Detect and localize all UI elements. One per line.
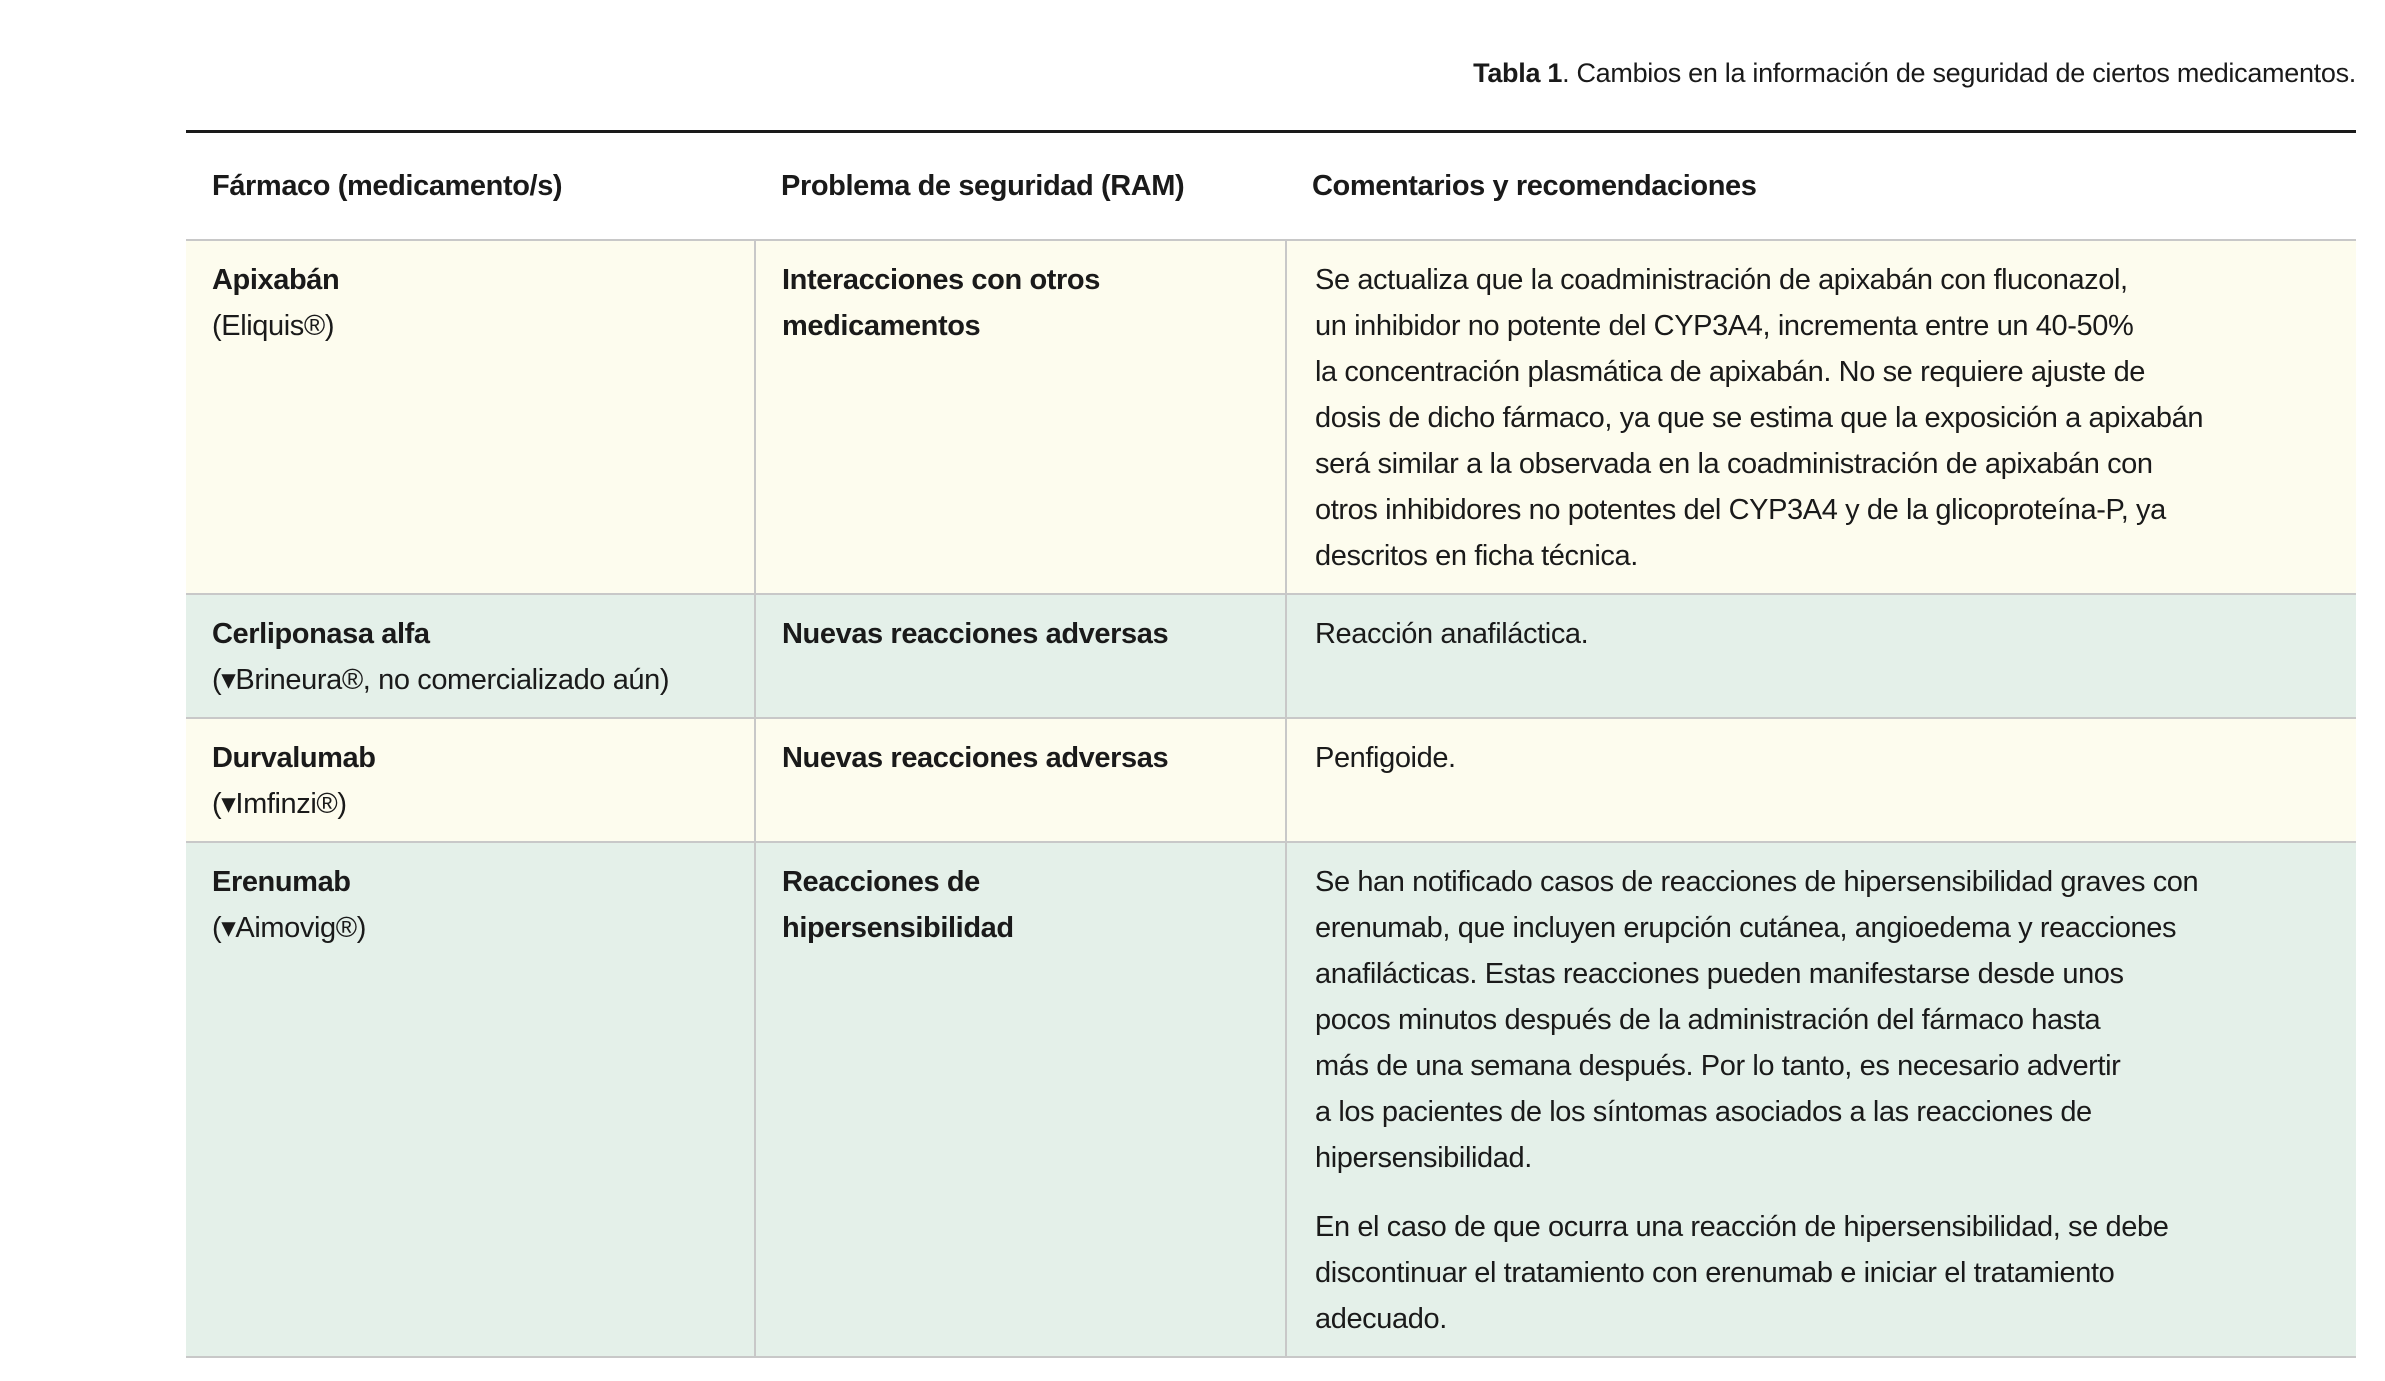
comment-line: En el caso de que ocurra una reacción de… [1315,1211,2169,1243]
drug-brand: (▾Imfinzi®) [212,788,347,820]
problem-line: Nuevas reacciones adversas [782,742,1169,774]
problem-cell: Reacciones de hipersensibilidad [754,842,1286,1358]
comment-paragraph: En el caso de que ocurra una reacción de… [1315,1204,2336,1342]
safety-table: Fármaco (medicamento/s) Problema de segu… [186,133,2356,1358]
problem-cell: Nuevas reacciones adversas [754,718,1286,843]
comment-line: adecuado. [1315,1303,1447,1335]
comment-line: otros inhibidores no potentes del CYP3A4… [1315,494,2166,526]
table-caption: Tabla 1. Cambios en la información de se… [1473,58,2356,89]
problem-cell: Nuevas reacciones adversas [754,594,1286,719]
comment-paragraph: Reacción anafiláctica. [1315,611,2336,657]
problem-line: medicamentos [782,310,981,342]
drug-cell: Cerliponasa alfa (▾Brineura®, no comercia… [186,594,755,719]
drug-cell: Apixabán (Eliquis®) [186,240,755,595]
comment-line: la concentración plasmática de apixabán.… [1315,356,2146,388]
comments-cell: Penfigoide. [1285,718,2356,843]
header-row: Fármaco (medicamento/s) Problema de segu… [186,133,2356,241]
comment-line: Se han notificado casos de reacciones de… [1315,866,2199,898]
comment-line: Reacción anafiláctica. [1315,618,1589,650]
comment-line: a los pacientes de los síntomas asociado… [1315,1096,2092,1128]
problem-line: Nuevas reacciones adversas [782,618,1169,650]
comment-line: un inhibidor no potente del CYP3A4, incr… [1315,310,2134,342]
comment-line: más de una semana después. Por lo tanto,… [1315,1050,2121,1082]
table-row: Erenumab (▾Aimovig®) Reacciones de hipersen… [186,842,2356,1358]
header-comments: Comentarios y recomendaciones [1286,133,2356,241]
drug-cell: Durvalumab (▾Imfinzi®) [186,718,755,843]
table-row: Apixabán (Eliquis®) Interacciones con otro… [186,240,2356,595]
comment-line: Se actualiza que la coadministración de … [1315,264,2128,296]
comment-paragraph: Se han notificado casos de reacciones de… [1315,859,2336,1181]
drug-brand: (Eliquis®) [212,310,335,342]
comment-line: hipersensibilidad. [1315,1142,1532,1174]
comment-line: pocos minutos después de la administraci… [1315,1004,2101,1036]
comment-line: discontinuar el tratamiento con erenumab… [1315,1257,2115,1289]
caption-label: Tabla 1 [1473,58,1563,88]
comment-paragraph: Penfigoide. [1315,735,2336,781]
problem-line: hipersensibilidad [782,912,1014,944]
table-row: Cerliponasa alfa (▾Brineura®, no comercia… [186,594,2356,719]
problem-line: Interacciones con otros [782,264,1100,296]
top-rule [186,130,2356,133]
comments-cell: Reacción anafiláctica. [1285,594,2356,719]
header-problem: Problema de seguridad (RAM) [755,133,1286,241]
problem-cell: Interacciones con otros medicamentos [754,240,1286,595]
header-drug: Fármaco (medicamento/s) [186,133,755,241]
comment-line: erenumab, que incluyen erupción cutánea,… [1315,912,2177,944]
comment-line: anafilácticas. Estas reacciones pueden m… [1315,958,2124,990]
problem-line: Reacciones de [782,866,980,898]
comment-paragraph: Se actualiza que la coadministración de … [1315,257,2336,579]
comment-line: Penfigoide. [1315,742,1456,774]
drug-name: Apixabán [212,264,340,296]
comments-cell: Se actualiza que la coadministración de … [1285,240,2356,595]
table-row: Durvalumab (▾Imfinzi®) Nuevas reacciones a… [186,718,2356,843]
comment-line: dosis de dicho fármaco, ya que se estima… [1315,402,2204,434]
comment-line: descritos en ficha técnica. [1315,540,1638,572]
drug-brand: (▾Aimovig®) [212,912,366,944]
drug-name: Cerliponasa alfa [212,618,430,650]
comments-cell: Se han notificado casos de reacciones de… [1285,842,2356,1358]
caption-text: . Cambios en la información de seguridad… [1562,58,2356,88]
drug-name: Erenumab [212,866,351,898]
drug-brand: (▾Brineura®, no comercializado aún) [212,664,670,696]
drug-cell: Erenumab (▾Aimovig®) [186,842,755,1358]
drug-name: Durvalumab [212,742,376,774]
comment-line: será similar a la observada en la coadmi… [1315,448,2153,480]
